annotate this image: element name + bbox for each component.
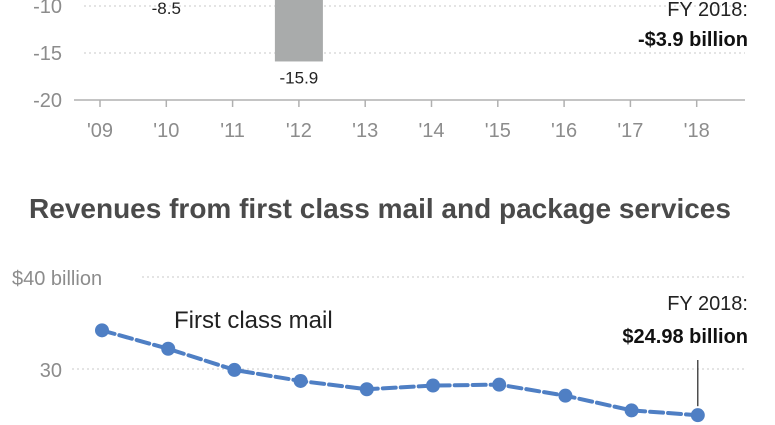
line-y-tick-label: $40 billion: [12, 268, 102, 290]
data-point-09: [95, 323, 109, 338]
data-point-15: [492, 377, 507, 392]
bar-x-tick-label: '15: [485, 120, 511, 142]
line-gridlines: [72, 276, 745, 370]
bar-gridlines: [84, 5, 745, 54]
bar-y-tick-label: -15: [33, 43, 62, 65]
line-chart-title: Revenues from first class mail and packa…: [29, 193, 731, 224]
bar-y-tick-label: -20: [33, 90, 62, 112]
bar-y-tick-label: -10: [33, 0, 62, 18]
line-annotation: FY 2018: $24.98 billion: [622, 293, 748, 407]
bar-x-tick-label: '13: [352, 120, 378, 142]
bar-x-tick-labels: '09 '10 '11 '12 '13 '14 '15 '16 '17 '18: [87, 100, 710, 142]
data-point-16: [558, 388, 573, 403]
data-point-11: [227, 362, 242, 377]
bar-value-label: -8.5: [152, 0, 181, 18]
data-point-10: [161, 341, 176, 356]
data-point-17: [624, 403, 639, 418]
revenue-line-chart: Revenues from first class mail and packa…: [12, 193, 748, 423]
bar-annotation-line1: FY 2018:: [667, 0, 748, 21]
series-points: [95, 323, 705, 423]
data-point-13: [359, 382, 374, 397]
series-label-first-class-mail: First class mail: [174, 307, 333, 334]
bar-annotation-value: -$3.9 billion: [638, 29, 748, 51]
line-y-tick-label: 30: [40, 360, 62, 382]
bar-x-tick-label: '11: [220, 120, 245, 142]
bar-x-tick-label: '18: [684, 120, 710, 142]
data-point-14: [426, 378, 440, 393]
line-annotation-value: $24.98 billion: [622, 326, 748, 348]
bar-value-label: -15.9: [280, 68, 319, 87]
data-point-12: [293, 373, 308, 388]
bar-x-tick-label: '14: [418, 120, 444, 142]
bar-marks: -8.5 -15.9: [152, 0, 323, 87]
bar-y-tick-labels: -10 -15 -20: [33, 0, 62, 112]
bar-annotation: FY 2018: -$3.9 billion: [638, 0, 748, 51]
bar-x-tick-label: '10: [153, 120, 179, 142]
net-income-bar-chart: -10 -15 -20 '09 '10 '11 '12 '13 '14 '15 '16 '17 '18…: [33, 0, 748, 142]
series-line-first-class-mail: [100, 328, 700, 418]
bar-x-tick-label: '16: [551, 120, 577, 142]
data-point-18: [690, 408, 705, 423]
bar-x-tick-label: '09: [87, 120, 113, 142]
line-y-tick-labels: $40 billion 30: [12, 268, 102, 382]
line-annotation-line1: FY 2018:: [667, 293, 748, 315]
bar-12: [274, 0, 323, 62]
bar-x-tick-label: '17: [617, 120, 643, 142]
bar-x-tick-label: '12: [286, 120, 312, 142]
